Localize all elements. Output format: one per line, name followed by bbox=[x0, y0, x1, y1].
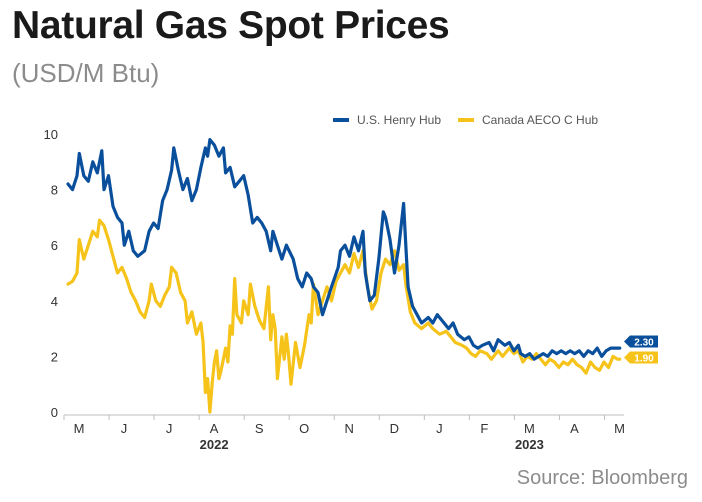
x-tick-label: J bbox=[436, 421, 443, 436]
x-tick-label: A bbox=[570, 421, 579, 436]
x-tick-label: F bbox=[480, 421, 488, 436]
end-label-value: 1.90 bbox=[634, 353, 654, 364]
x-tick-label: M bbox=[614, 421, 625, 436]
y-tick-label: 4 bbox=[51, 294, 58, 309]
chart-title: Natural Gas Spot Prices bbox=[12, 4, 450, 47]
year-label: 2023 bbox=[515, 437, 544, 452]
legend-item: Canada AECO C Hub bbox=[458, 113, 598, 127]
x-tick-label: A bbox=[210, 421, 219, 436]
series-line-henry-hub bbox=[66, 138, 622, 361]
legend: U.S. Henry Hub Canada AECO C Hub bbox=[333, 113, 598, 127]
year-label: 2022 bbox=[200, 437, 229, 452]
x-tick-label: S bbox=[255, 421, 264, 436]
end-label-henry-hub: 2.30 bbox=[624, 335, 658, 348]
x-tick-label: O bbox=[299, 421, 309, 436]
x-tick-label: M bbox=[524, 421, 535, 436]
x-tick-label: M bbox=[74, 421, 85, 436]
end-labels: 2.30 1.90 bbox=[624, 335, 658, 364]
y-axis-ticks: 0 2 4 6 8 10 bbox=[44, 127, 58, 420]
x-tick-label: J bbox=[121, 421, 128, 436]
series-line-aeco-c-hub bbox=[66, 218, 622, 414]
x-tick-label: D bbox=[390, 421, 399, 436]
y-tick-label: 6 bbox=[51, 238, 58, 253]
x-tick-label: J bbox=[166, 421, 173, 436]
y-tick-label: 10 bbox=[44, 127, 58, 142]
end-label-aeco-c-hub: 1.90 bbox=[624, 351, 658, 364]
source-note: Source: Bloomberg bbox=[516, 467, 688, 489]
y-tick-label: 0 bbox=[51, 405, 58, 420]
x-tick-label: N bbox=[345, 421, 354, 436]
legend-item: U.S. Henry Hub bbox=[333, 113, 441, 127]
legend-label: Canada AECO C Hub bbox=[482, 113, 598, 127]
legend-label: U.S. Henry Hub bbox=[357, 113, 441, 127]
end-label-tag bbox=[624, 335, 658, 348]
y-tick-label: 2 bbox=[51, 349, 58, 364]
end-label-value: 2.30 bbox=[634, 337, 654, 348]
x-axis-ticks: M J J A S O N D J F M A M 2022 2023 bbox=[63, 415, 625, 452]
end-label-tag bbox=[624, 351, 658, 364]
series-lines bbox=[66, 138, 622, 414]
y-tick-label: 8 bbox=[51, 183, 58, 198]
chart-subtitle: (USD/M Btu) bbox=[12, 58, 160, 88]
